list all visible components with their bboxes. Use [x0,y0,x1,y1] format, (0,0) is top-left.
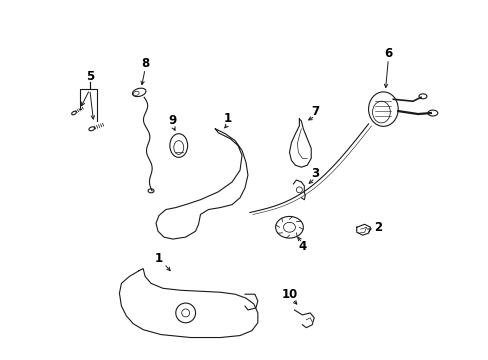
Text: 4: 4 [298,240,306,253]
Text: 1: 1 [224,112,232,125]
Text: 9: 9 [168,114,177,127]
Text: 1: 1 [155,252,163,265]
Text: 10: 10 [281,288,297,301]
Text: 5: 5 [85,70,94,83]
Text: 6: 6 [384,48,392,60]
Text: 7: 7 [310,105,319,118]
Text: 2: 2 [374,221,382,234]
Text: 8: 8 [141,57,149,70]
Text: 3: 3 [310,167,319,180]
